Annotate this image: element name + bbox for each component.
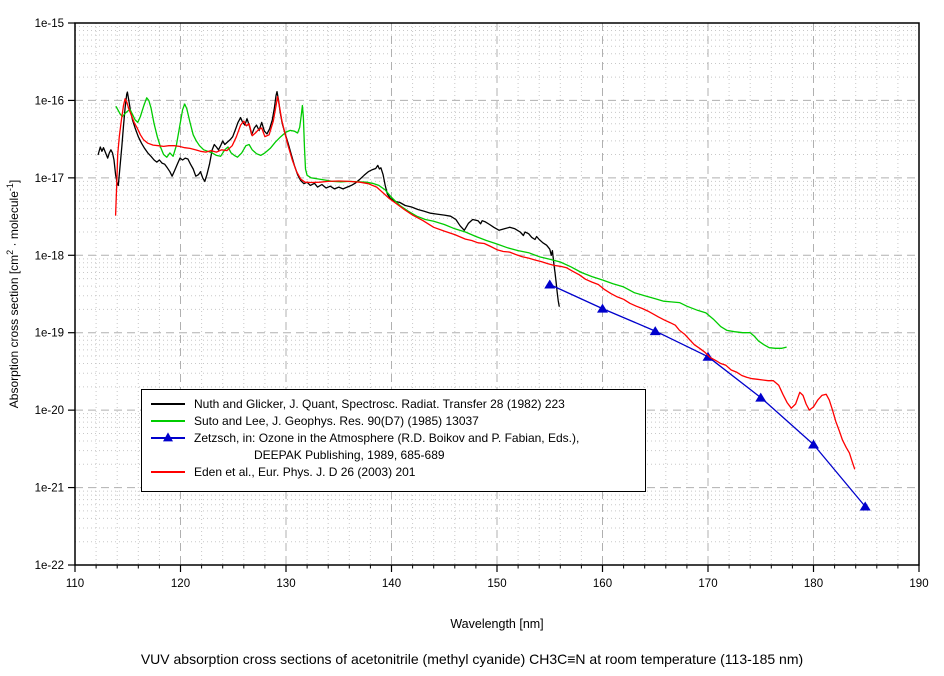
y-axis-title-text: Absorption cross section [cm xyxy=(7,254,21,409)
triangle-marker-icon xyxy=(163,431,173,441)
x-tick-label: 170 xyxy=(698,578,717,590)
chart-caption: VUV absorption cross sections of acetoni… xyxy=(140,651,804,667)
legend-label-zetzsch-line2: DEEPAK Publishing, 1989, 685-689 xyxy=(254,447,445,462)
triangle-marker-icon xyxy=(649,326,661,336)
y-axis-title: Absorption cross section [cm2 · molecule… xyxy=(5,84,21,504)
y-tick-label: 1e-18 xyxy=(35,250,64,262)
y-axis-title-text2: · molecule xyxy=(7,191,21,250)
x-axis-title: Wavelength [nm] xyxy=(450,617,544,631)
y-tick-label: 1e-15 xyxy=(35,18,64,30)
legend-sample-eden xyxy=(151,466,185,477)
green-line-icon xyxy=(151,419,185,422)
legend-sample-zetzsch xyxy=(151,431,185,443)
x-tick-label: 190 xyxy=(909,578,928,590)
legend-sample-suto xyxy=(151,415,185,426)
x-tick-label: 120 xyxy=(171,578,190,590)
triangle-marker-icon xyxy=(544,279,556,289)
legend-entry-eden: Eden et al., Eur. Phys. J. D 26 (2003) 2… xyxy=(142,463,645,480)
x-tick-label: 130 xyxy=(276,578,295,590)
x-tick-label: 140 xyxy=(382,578,401,590)
x-tick-label: 160 xyxy=(593,578,612,590)
legend-entry-suto: Suto and Lee, J. Geophys. Res. 90(D7) (1… xyxy=(142,412,645,429)
series-line-1 xyxy=(115,97,787,349)
y-axis-title-text3: ] xyxy=(7,179,21,184)
tick-labels: 110 120 130 140 150 160 170 180 190 1e-15 1e-16 1e-… xyxy=(35,18,929,590)
triangle-marker-icon xyxy=(597,303,608,313)
legend-label-nuth: Nuth and Glicker, J. Quant, Spectrosc. R… xyxy=(194,396,565,411)
x-tick-label: 180 xyxy=(804,578,823,590)
x-tick-label: 150 xyxy=(487,578,506,590)
black-line-icon xyxy=(151,402,185,405)
y-tick-label: 1e-21 xyxy=(35,483,64,495)
y-axis-title-supm1: -1 xyxy=(5,183,15,192)
legend-entry-zetzsch: Zetzsch, in: Ozone in the Atmosphere (R.… xyxy=(142,429,645,446)
legend-label-eden: Eden et al., Eur. Phys. J. D 26 (2003) 2… xyxy=(194,464,416,479)
y-tick-label: 1e-20 xyxy=(35,405,64,417)
legend-entry-nuth: Nuth and Glicker, J. Quant, Spectrosc. R… xyxy=(142,395,645,412)
legend-sample-nuth xyxy=(151,398,185,409)
x-tick-label: 110 xyxy=(66,578,84,590)
series-lines xyxy=(97,90,871,511)
triangle-marker-icon xyxy=(808,439,819,449)
legend-entry-zetzsch-line2: DEEPAK Publishing, 1989, 685-689 xyxy=(142,446,645,463)
triangle-marker-icon xyxy=(859,501,871,511)
y-tick-label: 1e-19 xyxy=(35,328,64,340)
y-tick-label: 1e-16 xyxy=(35,95,64,107)
series-line-3 xyxy=(114,95,856,470)
y-axis-title-sup2: 2 xyxy=(5,249,15,255)
y-tick-label: 1e-17 xyxy=(35,173,64,185)
legend-box: Nuth and Glicker, J. Quant, Spectrosc. R… xyxy=(141,389,646,492)
legend-label-zetzsch: Zetzsch, in: Ozone in the Atmosphere (R.… xyxy=(194,430,580,445)
axes-frame xyxy=(68,22,920,572)
red-line-icon xyxy=(151,470,185,473)
legend-label-suto: Suto and Lee, J. Geophys. Res. 90(D7) (1… xyxy=(194,413,479,428)
triangle-marker-icon xyxy=(755,392,767,402)
y-tick-label: 1e-22 xyxy=(35,560,64,572)
series-line-0 xyxy=(97,90,560,307)
